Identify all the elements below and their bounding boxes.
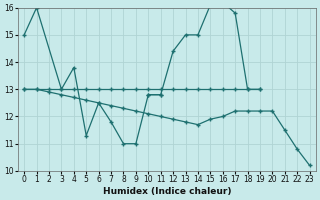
X-axis label: Humidex (Indice chaleur): Humidex (Indice chaleur) — [103, 187, 231, 196]
